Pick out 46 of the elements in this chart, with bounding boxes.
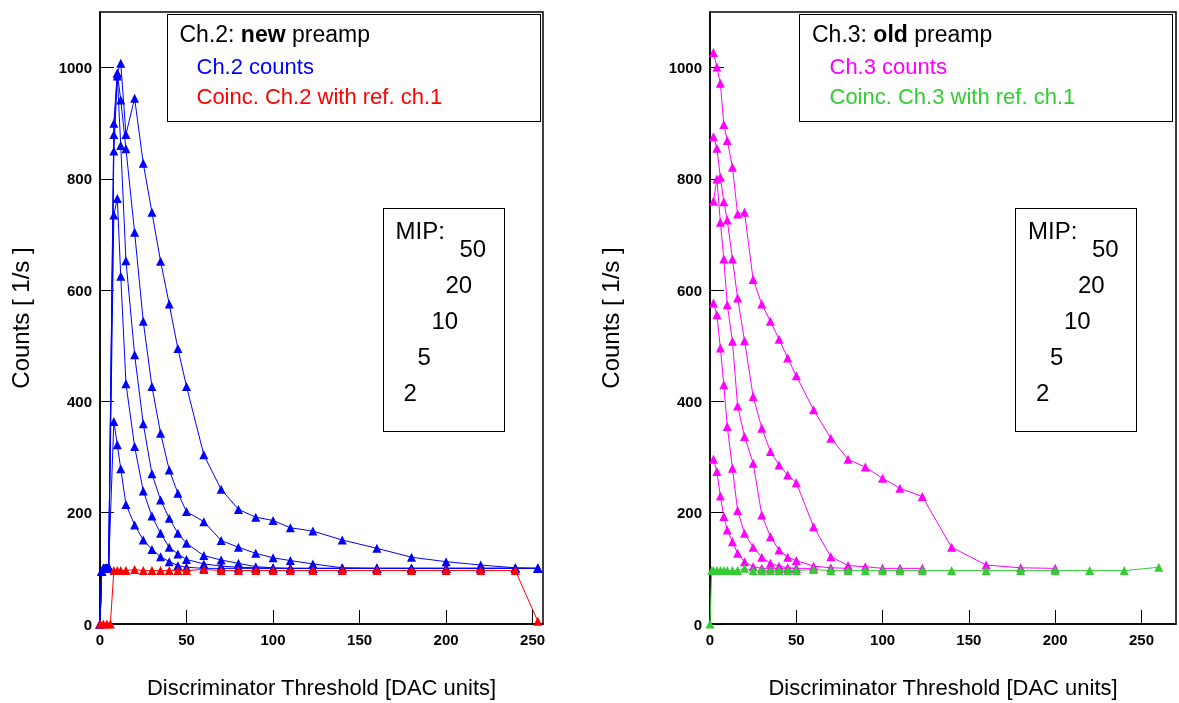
x-tick-label: 200 (1042, 631, 1068, 648)
x-tick-label: 50 (787, 631, 805, 648)
annotation: 5 (417, 343, 431, 371)
y-tick-label: 400 (676, 392, 702, 410)
y-tick-label: 600 (676, 281, 702, 299)
x-tick-label: 250 (1128, 631, 1154, 648)
y-axis-title: Counts [ 1/s ] (6, 247, 34, 389)
x-axis-title: Discriminator Threshold [DAC units] (767, 674, 1118, 700)
annotation: 2 (1036, 379, 1050, 407)
y-tick-label: 800 (66, 170, 92, 188)
annotation: MIP: (1028, 217, 1078, 245)
y-tick-label: 0 (693, 615, 702, 633)
text: Ch.2 counts (196, 53, 314, 79)
y-tick-label: 1000 (58, 59, 92, 77)
y-tick-label: 800 (676, 170, 702, 188)
x-tick-label: 100 (260, 631, 286, 648)
annotation: 5 (1050, 343, 1064, 371)
text: Coinc. Ch.3 with ref. ch.1 (829, 83, 1075, 109)
legend-title: Ch.3: old preamp (812, 21, 993, 47)
annotation: 10 (431, 307, 459, 335)
legend-title: Ch.2: new preamp (179, 21, 370, 47)
x-tick-label: 150 (955, 631, 981, 648)
y-axis-title: Counts [ 1/s ] (596, 247, 623, 389)
text: Ch.3 counts (829, 53, 947, 79)
y-tick-label: 200 (676, 504, 702, 522)
x-tick-label: 0 (95, 631, 105, 648)
x-tick-label: 0 (705, 631, 714, 648)
x-tick-label: 100 (869, 631, 895, 648)
x-tick-label: 200 (433, 631, 459, 648)
annotation: MIP: (395, 217, 445, 245)
x-tick-label: 50 (178, 631, 195, 648)
y-tick-label: 400 (66, 392, 92, 410)
annotation: 20 (1078, 271, 1105, 299)
text: Coinc. Ch.2 with ref. ch.1 (196, 83, 443, 109)
annotation: 2 (403, 379, 417, 407)
annotation: 50 (459, 235, 487, 263)
annotation: 50 (1092, 235, 1119, 263)
annotation: 20 (445, 271, 473, 299)
y-tick-label: 600 (66, 281, 92, 299)
x-tick-label: 250 (520, 631, 546, 648)
y-tick-label: 200 (66, 504, 92, 522)
x-axis-title: Discriminator Threshold [DAC units] (146, 674, 497, 700)
annotation: 10 (1064, 307, 1091, 335)
x-tick-label: 150 (347, 631, 373, 648)
y-tick-label: 0 (83, 615, 92, 633)
y-tick-label: 1000 (668, 59, 702, 77)
